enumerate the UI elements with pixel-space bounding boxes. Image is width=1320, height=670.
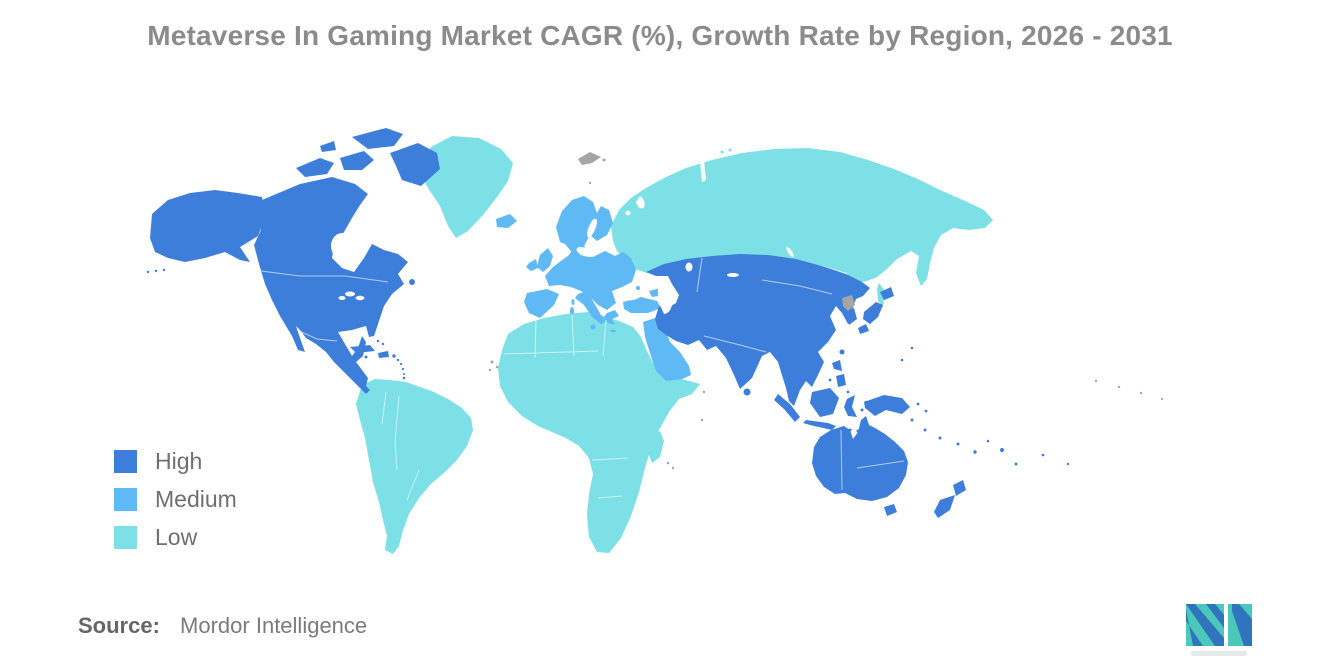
legend-label-medium: Medium: [155, 486, 237, 512]
region-sulawesi: [844, 395, 857, 417]
legend-label-high: High: [155, 448, 203, 474]
region-japan-hokkaido: [880, 287, 894, 300]
region-cuba: [350, 345, 375, 353]
source: Source: Mordor Intelligence: [78, 613, 367, 639]
region-asia: [646, 254, 870, 406]
region-iberia: [524, 289, 559, 318]
region-japan-kyushu: [858, 324, 869, 334]
region-new-guinea: [864, 395, 910, 416]
source-label: Source:: [78, 613, 160, 638]
region-japan-honshu: [863, 302, 883, 324]
region-svalbard: [578, 152, 601, 165]
region-south-america: [356, 379, 473, 554]
page-title: Metaverse In Gaming Market CAGR (%), Gro…: [147, 20, 1173, 51]
legend-swatch-high: [114, 450, 137, 473]
region-uk: [537, 248, 553, 272]
region-group-high: [146, 128, 1070, 518]
region-sakhalin: [877, 283, 885, 307]
region-group-medium: [496, 196, 691, 381]
region-russia: [611, 148, 993, 286]
region-tasmania: [884, 504, 897, 516]
region-australia: [812, 416, 908, 501]
region-alaska: [150, 190, 265, 262]
logo-blue-shapes: [1186, 604, 1252, 646]
region-scandinavia: [556, 196, 613, 256]
legend: High Medium Low: [114, 448, 237, 564]
lakes: [331, 160, 794, 314]
legend-item-medium: Medium: [114, 486, 237, 512]
region-italy: [575, 291, 607, 324]
legend-item-low: Low: [114, 524, 237, 550]
region-greenland: [418, 136, 513, 238]
mordor-intelligence-logo: [1186, 604, 1252, 646]
source-value: Mordor Intelligence: [180, 613, 368, 638]
legend-swatch-medium: [114, 488, 137, 511]
region-greece: [604, 310, 619, 325]
country-borders: [260, 257, 905, 501]
region-java: [803, 420, 836, 430]
region-sumatra: [774, 394, 800, 422]
region-madagascar: [647, 431, 664, 463]
region-taiwan: [839, 349, 845, 355]
region-group-nodata: [488, 152, 1164, 470]
region-novaya-zemlya: [664, 177, 687, 201]
region-africa: [498, 312, 700, 553]
region-south-korea: [846, 308, 857, 325]
region-sri-lanka: [743, 388, 751, 396]
region-nz-north: [953, 480, 966, 496]
region-arabia: [643, 318, 691, 381]
region-europe-mainland: [545, 240, 636, 310]
region-ireland: [526, 259, 538, 271]
region-nz-south: [934, 495, 955, 518]
legend-item-high: High: [114, 448, 237, 474]
legend-label-low: Low: [155, 524, 198, 550]
region-borneo: [810, 388, 839, 417]
legend-swatch-low: [114, 526, 137, 549]
region-turkey: [623, 297, 661, 313]
region-group-low: [356, 136, 993, 554]
region-north-korea: [842, 295, 855, 311]
region-north-america: [254, 177, 408, 394]
logo-wordmark-faint: [1191, 651, 1247, 656]
region-iceland: [496, 214, 517, 228]
